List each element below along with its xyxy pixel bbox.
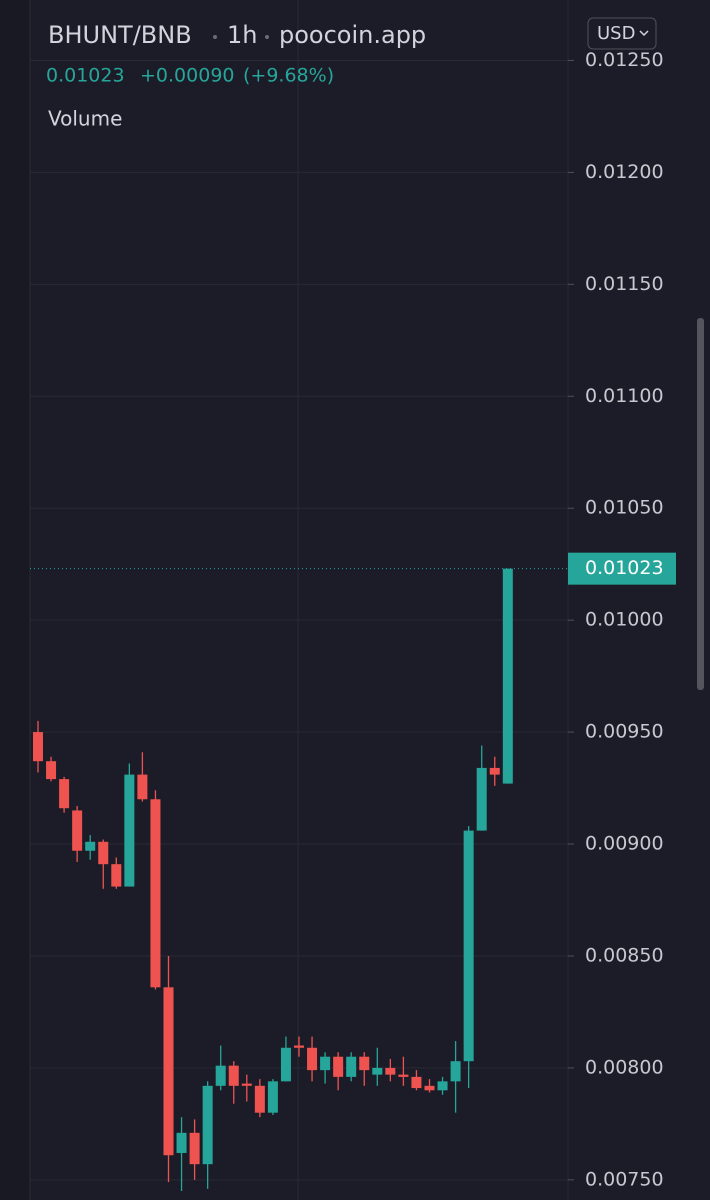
scrollbar xyxy=(697,318,704,690)
left-margin xyxy=(0,0,30,1200)
y-tick-label: 0.01200 xyxy=(585,161,664,183)
candle-body xyxy=(502,568,513,784)
candle-body xyxy=(411,1076,422,1089)
candle-body xyxy=(424,1085,435,1091)
y-tick-label: 0.00950 xyxy=(585,721,664,743)
candle-body xyxy=(150,799,161,988)
candle-body xyxy=(72,810,83,851)
candle-body xyxy=(111,864,122,887)
candle-body xyxy=(59,779,70,809)
candle-body xyxy=(463,830,474,1062)
y-tick-label: 0.01150 xyxy=(585,273,664,295)
candle-body xyxy=(398,1074,409,1077)
interval: 1h xyxy=(227,21,257,49)
candle-body xyxy=(359,1056,370,1071)
y-tick-label: 0.00750 xyxy=(585,1168,664,1190)
y-tick-label: 0.00850 xyxy=(585,944,664,966)
candle-body xyxy=(241,1083,252,1086)
candle-body xyxy=(267,1081,278,1113)
y-tick-label: 0.00900 xyxy=(585,833,664,855)
candle-body xyxy=(215,1065,226,1086)
last-price-tag xyxy=(568,552,676,585)
y-tick-label: 0.01050 xyxy=(585,497,664,519)
candle-body xyxy=(137,774,148,800)
separator xyxy=(213,35,217,39)
candle-body xyxy=(320,1056,331,1071)
candle-body xyxy=(98,841,109,865)
y-tick-label: 0.01000 xyxy=(585,609,664,631)
candle-body xyxy=(346,1056,357,1077)
source: poocoin.app xyxy=(279,21,426,49)
y-tick-label: 0.00800 xyxy=(585,1056,664,1078)
candle-body xyxy=(294,1045,304,1048)
candle-body xyxy=(450,1061,461,1082)
price: 0.01023 xyxy=(46,65,125,87)
candle-body xyxy=(85,841,96,851)
candle-body xyxy=(489,767,500,775)
dropdown-icon[interactable] xyxy=(639,30,649,37)
candle-body xyxy=(333,1056,344,1077)
change-pct: (+9.68%) xyxy=(243,65,334,87)
currency[interactable]: USD xyxy=(597,23,635,44)
candle-body xyxy=(372,1067,383,1075)
candle-body xyxy=(437,1081,448,1091)
last-price-label: 0.01023 xyxy=(585,557,664,579)
candle-body xyxy=(202,1085,213,1165)
candle-body xyxy=(189,1132,200,1165)
candle-body xyxy=(280,1047,291,1082)
candle-body xyxy=(176,1132,187,1153)
candle-body xyxy=(254,1085,265,1113)
y-tick-label: 0.01250 xyxy=(585,49,664,71)
volume-label: Volume xyxy=(48,107,122,131)
candle-body xyxy=(124,774,135,887)
candle-body xyxy=(307,1047,318,1071)
candle-body xyxy=(46,761,57,780)
candle-body xyxy=(163,987,174,1156)
change: +0.00090 xyxy=(140,65,235,87)
candle-body xyxy=(385,1067,396,1075)
currency-button[interactable] xyxy=(587,17,657,50)
candle-body xyxy=(476,767,487,831)
candle-body xyxy=(228,1065,239,1086)
pair: BHUNT/BNB xyxy=(48,21,192,49)
y-tick-label: 0.01100 xyxy=(585,385,664,407)
candle-body xyxy=(33,732,43,762)
separator xyxy=(265,35,269,39)
